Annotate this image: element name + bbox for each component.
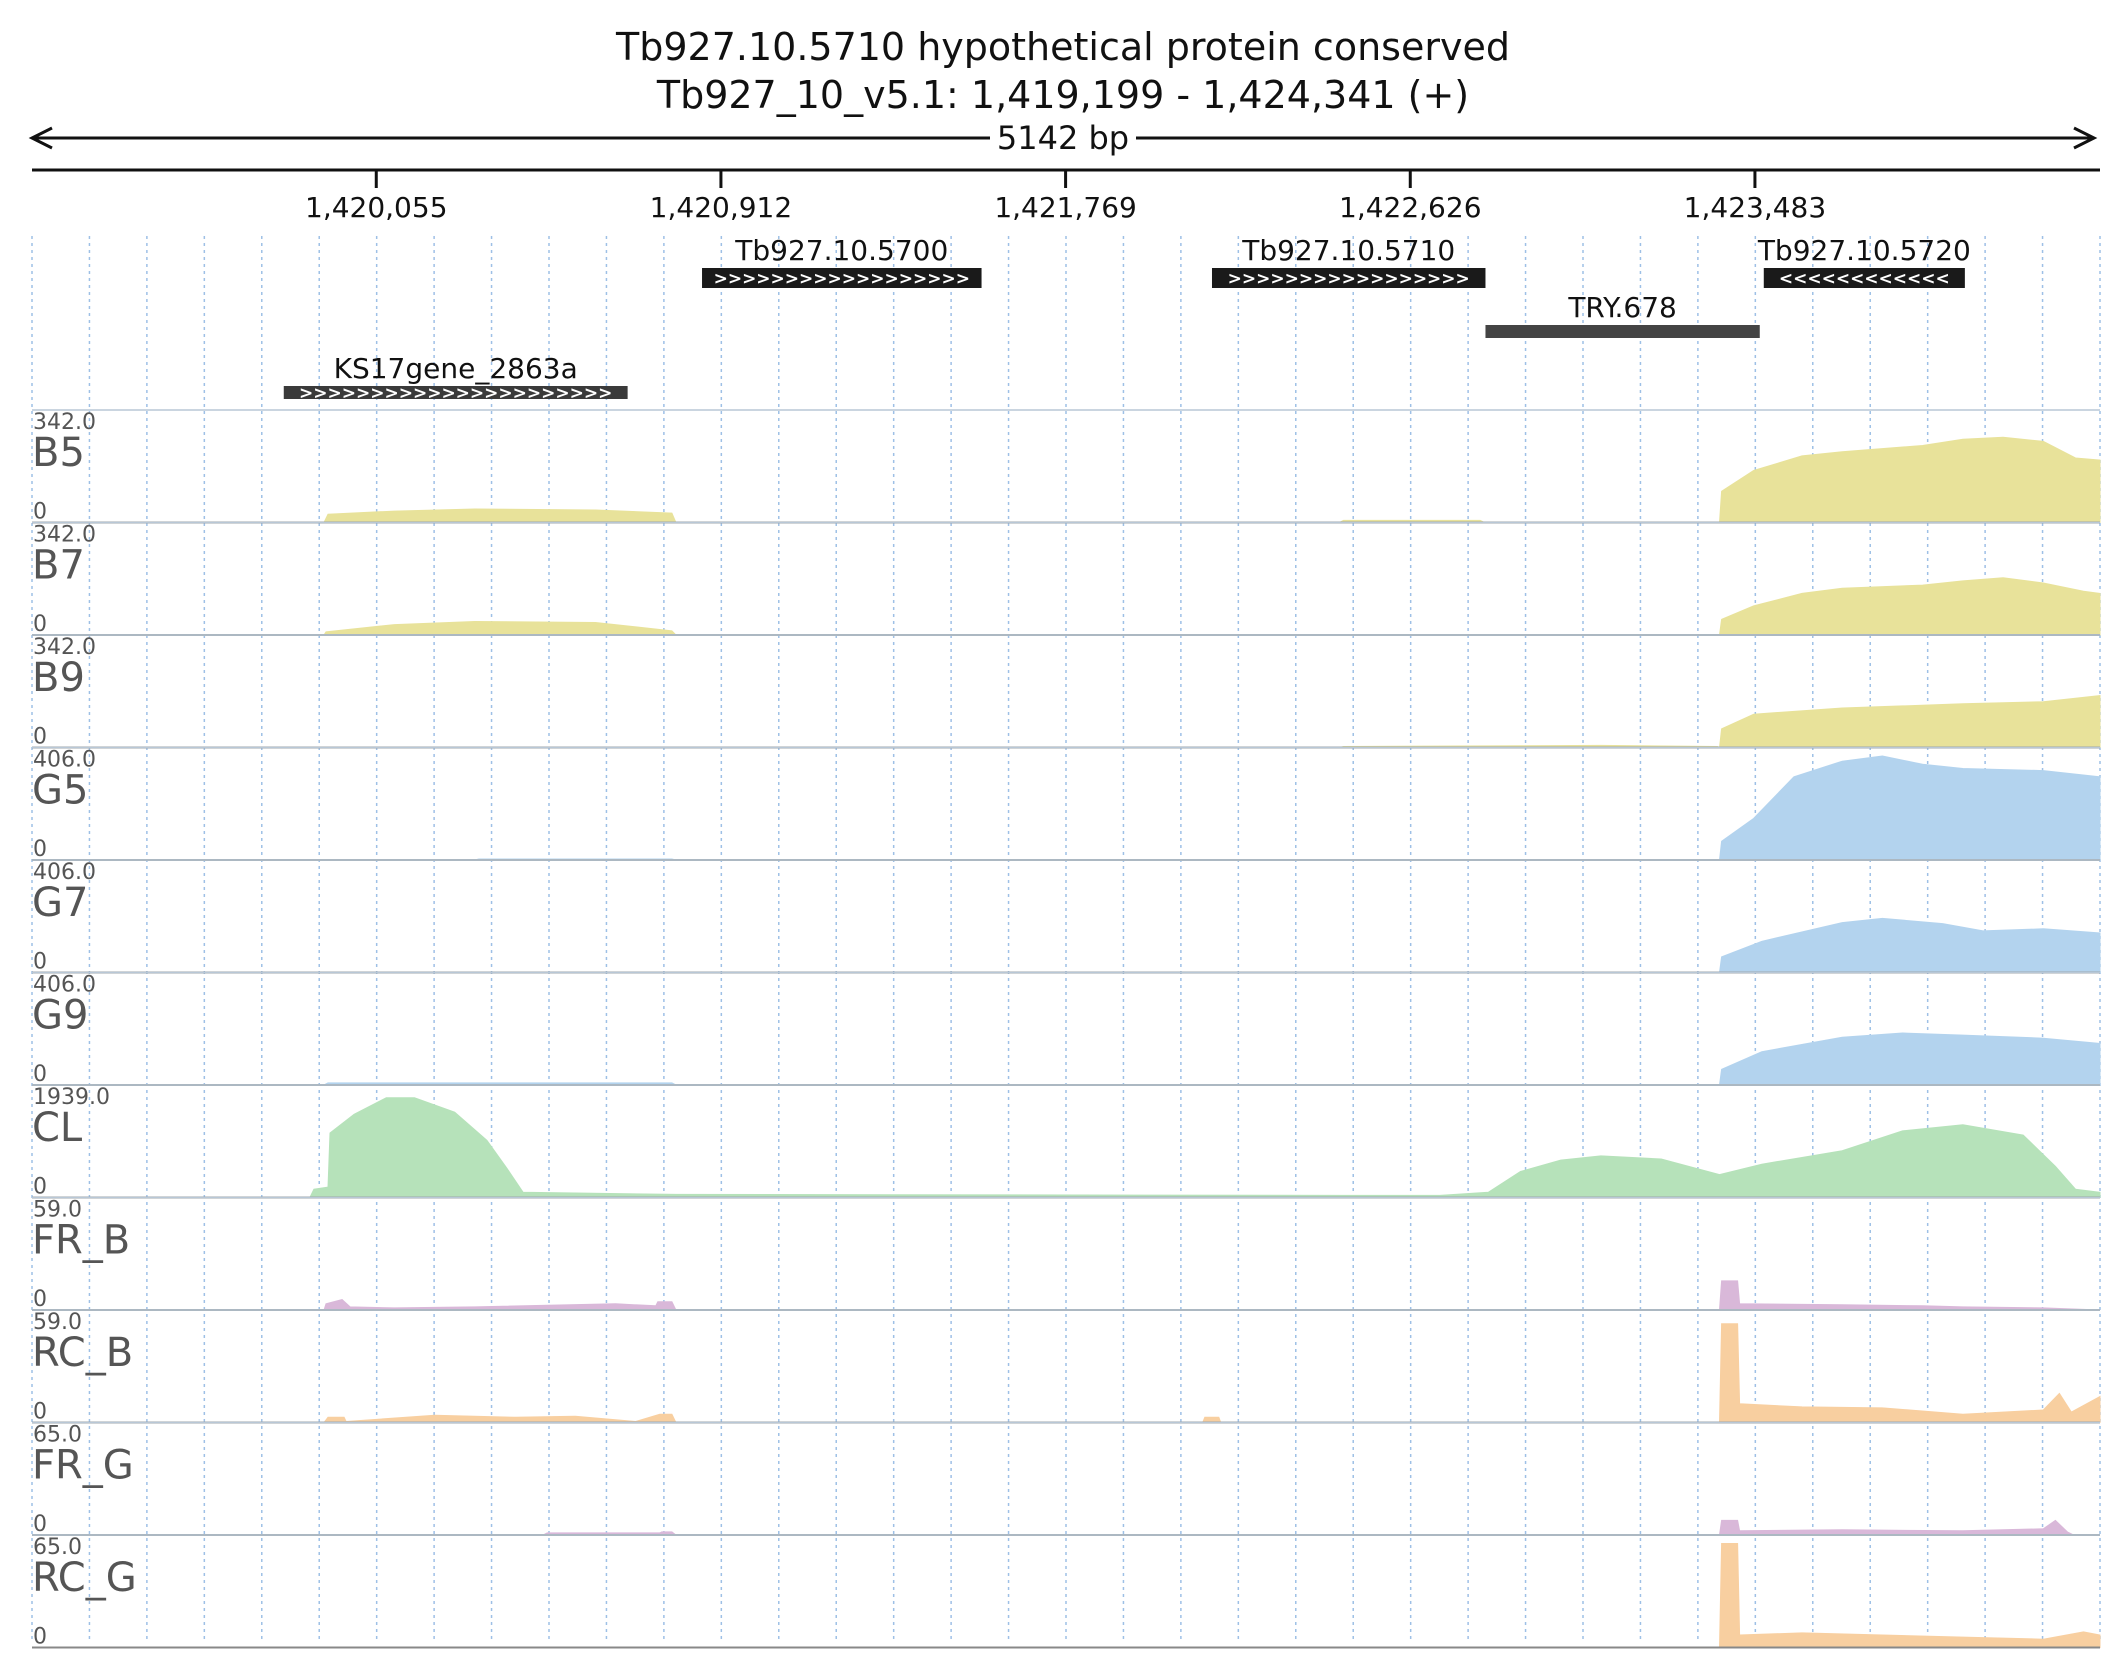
strand-direction-icon: >>>>>>>>>>>>>>>>>>>>>> xyxy=(299,384,612,404)
coverage-area xyxy=(32,917,2101,973)
track-name-label: FR_G xyxy=(32,1443,134,1489)
track-name-label: RC_B xyxy=(32,1330,133,1376)
locus-title: Tb927_10_v5.1: 1,419,199 - 1,424,341 (+) xyxy=(656,73,1469,117)
strand-direction-icon: <<<<<<<<<<<< xyxy=(1779,269,1950,289)
track-min-label: 0 xyxy=(33,1400,47,1425)
coverage-area xyxy=(32,1280,2101,1311)
gene-feature-label: Tb927.10.5700 xyxy=(734,234,948,267)
track-max-label: 406.0 xyxy=(33,748,96,773)
coverage-area xyxy=(32,694,2101,749)
gene-title: Tb927.10.5710 hypothetical protein conse… xyxy=(615,25,1510,69)
track-max-label: 342.0 xyxy=(33,410,96,435)
gene-feature-label: Tb927.10.5710 xyxy=(1241,234,1455,267)
track-min-label: 0 xyxy=(33,1175,47,1200)
coverage-area xyxy=(32,577,2101,636)
arrow-right-icon xyxy=(2073,126,2098,150)
track-min-label: 0 xyxy=(33,1512,47,1537)
track-name-label: G9 xyxy=(32,993,88,1039)
coverage-area xyxy=(32,755,2101,861)
coverage-area xyxy=(32,1323,2101,1423)
track-max-label: 1939.0 xyxy=(33,1085,110,1110)
track-min-label: 0 xyxy=(33,725,47,750)
track-g9: 406.0G9 0 xyxy=(32,971,2101,1087)
gene-feature-bar xyxy=(1485,325,1760,338)
track-name-label: CL xyxy=(32,1105,83,1151)
gene-feature-label: KS17gene_2863a xyxy=(334,352,578,385)
span-ruler: 5142 bp xyxy=(28,119,2098,157)
track-min-label: 0 xyxy=(33,612,47,637)
gene-feature-label: TRY.678 xyxy=(1567,291,1677,324)
axis-tick-label: 1,422,626 xyxy=(1339,191,1482,224)
gene-annotation-track: >>>>>>>>>>>>>>>>>>Tb927.10.5700 >>>>>>>>>… xyxy=(283,234,1971,404)
track-name-label: RC_G xyxy=(32,1555,137,1601)
track-max-label: 342.0 xyxy=(33,635,96,660)
track-name-label: G5 xyxy=(32,768,88,814)
span-length-label: 5142 bp xyxy=(997,119,1129,157)
strand-direction-icon: >>>>>>>>>>>>>>>>>> xyxy=(714,269,970,289)
track-name-label: FR_B xyxy=(32,1218,130,1264)
track-rc-g: 65.0RC_G 0 xyxy=(32,1534,2101,1650)
track-min-label: 0 xyxy=(33,950,47,975)
track-max-label: 342.0 xyxy=(33,523,96,548)
coverage-tracks: 342.0B50342.0B70342.0B90406.0G50406.0G70… xyxy=(32,409,2101,1650)
track-max-label: 59.0 xyxy=(33,1310,82,1335)
coverage-area xyxy=(32,1543,2101,1648)
track-min-label: 0 xyxy=(33,1287,47,1312)
track-max-label: 65.0 xyxy=(33,1423,82,1448)
axis-tick-label: 1,420,912 xyxy=(650,191,793,224)
axis-tick-label: 1,421,769 xyxy=(994,191,1137,224)
track-name-label: B7 xyxy=(32,543,85,589)
track-min-label: 0 xyxy=(33,1062,47,1087)
gene-feature-label: Tb927.10.5720 xyxy=(1757,234,1971,267)
track-max-label: 406.0 xyxy=(33,860,96,885)
coverage-area xyxy=(32,1519,2100,1536)
track-min-label: 0 xyxy=(33,837,47,862)
axis-ticks: 1,420,055 1,420,912 1,421,769 1,422,626 1,42… xyxy=(305,170,1826,224)
gene-feature-bar xyxy=(1211,268,1486,288)
track-max-label: 406.0 xyxy=(33,973,96,998)
track-min-label: 0 xyxy=(33,1625,47,1650)
strand-direction-icon: >>>>>>>>>>>>>>>>> xyxy=(1228,269,1470,289)
track-max-label: 59.0 xyxy=(33,1198,82,1223)
coverage-area xyxy=(32,1097,2101,1198)
axis-tick-label: 1,423,483 xyxy=(1684,191,1827,224)
gene-feature-bar xyxy=(283,386,628,399)
track-name-label: B5 xyxy=(32,430,85,476)
gene-feature-bar xyxy=(702,268,982,288)
track-max-label: 65.0 xyxy=(33,1535,82,1560)
arrow-left-icon xyxy=(28,126,53,150)
gene-feature-bar xyxy=(1763,268,1965,288)
coverage-area xyxy=(32,1032,2101,1086)
axis-tick-label: 1,420,055 xyxy=(305,191,448,224)
track-name-label: G7 xyxy=(32,880,88,926)
track-min-label: 0 xyxy=(33,500,47,525)
track-name-label: B9 xyxy=(32,655,85,701)
